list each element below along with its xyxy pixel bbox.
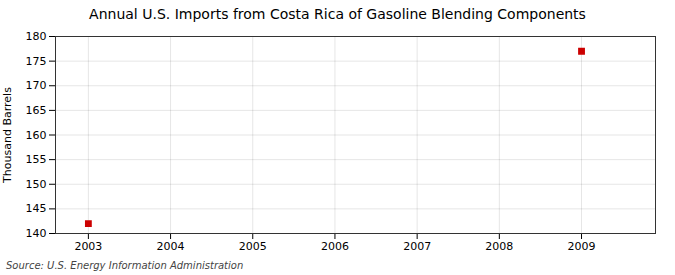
svg-text:180: 180: [26, 30, 47, 43]
svg-text:140: 140: [26, 227, 47, 240]
html-text:Source: U.S. Energy Informatio: Source: U.S. Energy Information Administ…: [6, 260, 244, 271]
svg-text:150: 150: [26, 178, 47, 191]
svg-text:2007: 2007: [403, 240, 431, 253]
svg-text:Thousand Barrels: Thousand Barrels: [1, 87, 14, 184]
svg-text:2008: 2008: [485, 240, 513, 253]
svg-text:2005: 2005: [239, 240, 267, 253]
svg-text:175: 175: [26, 55, 47, 68]
svg-text:2009: 2009: [568, 240, 596, 253]
svg-text:155: 155: [26, 153, 47, 166]
svg-text:170: 170: [26, 79, 47, 92]
svg-text:2003: 2003: [74, 240, 102, 253]
svg-text:2006: 2006: [321, 240, 349, 253]
svg-text:145: 145: [26, 202, 47, 215]
svg-text:2004: 2004: [157, 240, 185, 253]
svg-text:165: 165: [26, 104, 47, 117]
svg-text:160: 160: [26, 129, 47, 142]
html-text:Annual U.S. Imports from Costa: Annual U.S. Imports from Costa Rica of G…: [89, 6, 586, 22]
